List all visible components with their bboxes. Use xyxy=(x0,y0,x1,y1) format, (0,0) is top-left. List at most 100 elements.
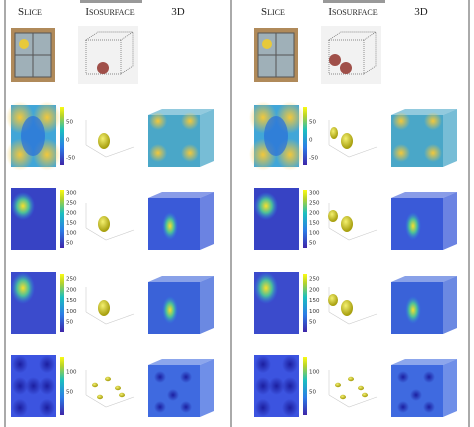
iso-blob xyxy=(98,216,110,232)
photo-ball xyxy=(19,39,29,49)
colorbar-tick: 150 xyxy=(66,221,77,227)
colorbar-tick: 150 xyxy=(309,298,320,304)
cube-top xyxy=(391,192,457,198)
iso-blob xyxy=(362,392,368,398)
iso-blob xyxy=(340,394,346,400)
iso-blob xyxy=(341,133,353,149)
cube-top xyxy=(148,109,214,115)
cube-side xyxy=(200,359,214,417)
cube-spot xyxy=(149,144,167,162)
colorbar-tick: 100 xyxy=(309,231,320,237)
cube-spot xyxy=(154,371,166,383)
heatmap-spot xyxy=(11,272,35,304)
heatmap-spot xyxy=(39,355,55,374)
colorbar-tick: 250 xyxy=(66,277,77,283)
colorbar-tick: 100 xyxy=(66,231,77,237)
cube-top xyxy=(148,359,214,365)
heatmap-spot xyxy=(255,398,271,417)
heatmap-spot xyxy=(282,377,298,395)
colorbar-tick: 50 xyxy=(66,390,73,396)
cube-spot xyxy=(392,112,410,130)
heatmap-spot xyxy=(21,116,45,156)
iso-axes xyxy=(328,287,378,325)
iso-blob xyxy=(358,385,364,391)
colorbar-tick: 200 xyxy=(309,287,320,293)
iso-blob xyxy=(119,392,125,398)
iso-blob xyxy=(105,376,111,382)
heatmap-spot xyxy=(25,377,42,395)
heatmap-spot xyxy=(254,192,278,220)
iso-blob xyxy=(98,300,110,316)
cube-spot xyxy=(405,212,421,240)
cube-side xyxy=(443,109,457,167)
colorbar xyxy=(303,274,307,332)
colorbar xyxy=(303,357,307,415)
cube-spot xyxy=(410,389,422,401)
heatmap-spot xyxy=(39,398,55,417)
iso-blob xyxy=(115,385,121,391)
colorbar-tick: 100 xyxy=(66,309,77,315)
colorbar-tick: 50 xyxy=(309,120,316,126)
column-header: Isosurface xyxy=(328,6,377,18)
iso-blob xyxy=(97,394,103,400)
iso-axes xyxy=(328,120,378,158)
schematic-ball xyxy=(97,62,109,74)
colorbar-tick: 50 xyxy=(309,390,316,396)
colorbar-tick: 150 xyxy=(66,298,77,304)
colorbar-tick: 200 xyxy=(309,211,320,217)
cube-spot xyxy=(149,112,167,130)
iso-blob xyxy=(335,382,341,388)
colorbar-tick: 100 xyxy=(309,309,320,315)
colorbar-tick: 50 xyxy=(66,241,73,247)
cube-spot xyxy=(405,296,421,324)
cube-spot xyxy=(181,144,199,162)
colorbar xyxy=(303,190,307,248)
schematic-ball xyxy=(329,54,341,66)
cube-spot xyxy=(424,112,442,130)
colorbar xyxy=(60,107,64,165)
heatmap-spot xyxy=(254,272,278,304)
cube-spot xyxy=(167,389,179,401)
iso-blob xyxy=(341,300,353,316)
heatmap-spot xyxy=(39,377,55,395)
colorbar-tick: 300 xyxy=(309,191,320,197)
column-header: 3D xyxy=(414,6,428,18)
heatmap-spot xyxy=(282,355,298,374)
heatmap-spot xyxy=(268,377,285,395)
colorbar xyxy=(60,357,64,415)
colorbar-tick: 100 xyxy=(66,370,77,376)
colorbar-tick: 0 xyxy=(66,138,70,144)
cube-side xyxy=(443,192,457,250)
column-header: Slice xyxy=(18,6,42,18)
iso-axes xyxy=(328,203,378,241)
cube-spot xyxy=(392,144,410,162)
iso-axes xyxy=(85,370,135,408)
cube-spot xyxy=(397,401,409,413)
iso-blob xyxy=(341,216,353,232)
colorbar xyxy=(303,107,307,165)
cube-spot xyxy=(181,112,199,130)
schematic-box xyxy=(84,31,135,75)
cube-spot xyxy=(162,296,178,324)
cube-spot xyxy=(423,401,435,413)
photo-ball xyxy=(262,39,272,49)
colorbar-tick: 150 xyxy=(309,221,320,227)
colorbar-tick: 200 xyxy=(66,287,77,293)
colorbar-tick: 100 xyxy=(309,370,320,376)
heatmap-spot xyxy=(12,377,28,395)
cube-spot xyxy=(180,401,192,413)
cube-spot xyxy=(397,371,409,383)
colorbar-tick: 50 xyxy=(309,320,316,326)
colorbar xyxy=(60,274,64,332)
iso-blob xyxy=(92,382,98,388)
column-header: Slice xyxy=(261,6,285,18)
colorbar-tick: 250 xyxy=(309,277,320,283)
colorbar xyxy=(60,190,64,248)
cube-side xyxy=(443,359,457,417)
cube-side xyxy=(200,109,214,167)
schematic-box xyxy=(327,31,378,75)
heatmap-spot xyxy=(12,355,28,374)
cube-spot xyxy=(180,371,192,383)
column-header: Isosurface xyxy=(85,6,134,18)
